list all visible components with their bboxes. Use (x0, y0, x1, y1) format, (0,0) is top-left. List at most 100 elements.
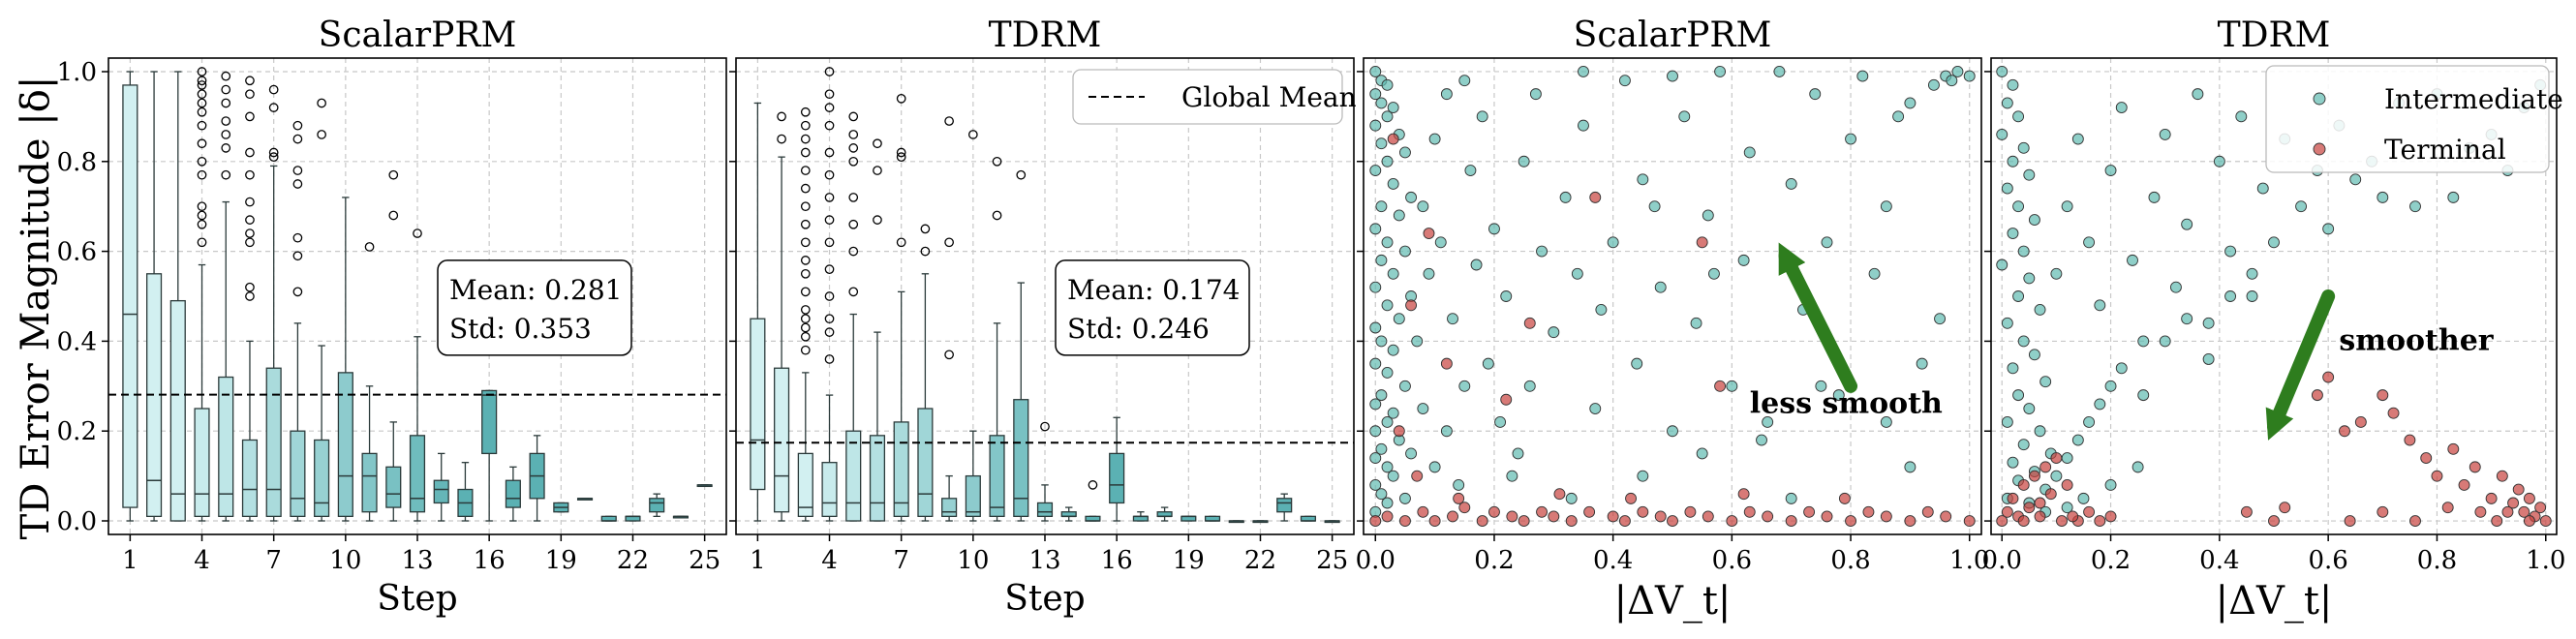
scatter-point (1428, 515, 1441, 528)
scatter-point (1618, 515, 1631, 528)
scatter-point (1369, 65, 1382, 77)
box-body (1013, 399, 1029, 518)
box-body (869, 435, 886, 522)
scatter-point (2447, 191, 2460, 203)
flier-point (221, 130, 231, 139)
box-step-14 (433, 452, 449, 522)
flier-point (292, 134, 303, 144)
legend-marker (2313, 92, 2326, 106)
box-step-3 (797, 106, 813, 522)
x-tick-label: 1.0 (2526, 546, 2565, 575)
scatter-point (1832, 389, 1845, 402)
scatter-point (1583, 505, 1596, 518)
scatter-point (1785, 515, 1797, 528)
scatter-point (1518, 155, 1530, 167)
scatter-point (1868, 267, 1881, 280)
scatter-point (1470, 259, 1483, 271)
scatter-point (2458, 478, 2470, 491)
box-step-6 (869, 138, 886, 522)
box-body (433, 479, 449, 504)
flier-point (388, 169, 399, 180)
x-tick-label: 1.0 (1949, 546, 1989, 575)
scatter-point (2012, 389, 2025, 402)
flier-point (992, 210, 1002, 221)
box-body (1109, 452, 1125, 504)
scatter-point (1453, 492, 1465, 504)
scatter-point (1880, 416, 1892, 428)
x-tick-label: 16 (1101, 546, 1133, 575)
scatter-point (2377, 191, 2389, 203)
panel-title: ScalarPRM (319, 15, 517, 55)
legend-entry: Terminal (2384, 134, 2506, 166)
x-tick-label: 4 (821, 546, 838, 575)
box-step-21 (600, 515, 617, 522)
scatter-point (2256, 182, 2269, 195)
scatter-point (2518, 505, 2530, 518)
box-body (1276, 498, 1293, 513)
flier-point (197, 138, 207, 149)
scatter-point (1654, 281, 1667, 293)
flier-point (245, 237, 255, 248)
scatter-point (2007, 456, 2019, 469)
scatter-point (2017, 439, 2030, 451)
flier-point (944, 350, 954, 360)
x-tick-label: 0.0 (1356, 546, 1395, 575)
scatter-point (2322, 223, 2335, 235)
scatter-point (2377, 389, 2389, 402)
scatter-point (1381, 110, 1394, 123)
flier-point (197, 106, 207, 117)
box-step-4 (194, 67, 210, 522)
scatter-point (2023, 403, 2036, 414)
scatter-point (1488, 505, 1500, 518)
scatter-point (2159, 335, 2171, 348)
flier-point (268, 103, 279, 112)
scatter-point (2044, 488, 2057, 501)
flier-point (824, 169, 835, 180)
scatter-point (1737, 254, 1750, 266)
box-body (845, 430, 862, 522)
scatter-point (1571, 267, 1583, 280)
scatter-point (1506, 470, 1518, 482)
scatter-point (1428, 133, 1441, 145)
series-intermediate (1369, 65, 1976, 518)
scatter-point (2409, 200, 2421, 213)
scatter-point (1637, 470, 1649, 482)
scatter-point (1423, 228, 1435, 239)
flier-point (268, 84, 279, 95)
scatter-point (2104, 165, 2117, 176)
flier-point (848, 246, 859, 257)
x-tick-label: 16 (474, 546, 506, 575)
scatter-point (1387, 133, 1399, 145)
panel-box-scalarprm: 0.0 0.2 0.4 0.6 0.8 1.0 1 4 7 10 13 16 19 22 25 ScalarP… (57, 15, 727, 619)
flier-point (268, 152, 279, 163)
scatter-point (2523, 492, 2535, 504)
scatter-point (1963, 515, 1976, 528)
scatter-point (2339, 425, 2350, 438)
box-step-12 (1013, 169, 1029, 522)
plot-frame (107, 57, 727, 535)
scatter-point (1488, 223, 1500, 235)
box-step-17 (505, 466, 521, 522)
scatter-point (2539, 515, 2552, 528)
x-tick-label: 7 (265, 546, 282, 575)
scatter-point (1726, 380, 1738, 392)
scatter-point (1369, 398, 1382, 411)
scatter-point (1512, 447, 1524, 460)
scatter-point (2181, 218, 2193, 230)
flier-point (800, 345, 811, 355)
flier-point (800, 147, 811, 158)
scatter-point (1678, 110, 1691, 123)
flier-point (292, 232, 303, 243)
scatter-point (1375, 97, 1388, 109)
flier-point (245, 197, 255, 207)
box-body (989, 435, 1005, 518)
flier-point (967, 130, 978, 139)
figure-y-axis-label: TD Error Magnitude |δ| (14, 76, 58, 540)
scatter-point (1375, 488, 1388, 501)
flier-point (388, 210, 399, 221)
flier-point (292, 120, 303, 131)
box-step-16 (481, 389, 498, 522)
scatter-point (1375, 254, 1388, 266)
flier-point (221, 143, 231, 153)
flier-point (245, 282, 255, 292)
